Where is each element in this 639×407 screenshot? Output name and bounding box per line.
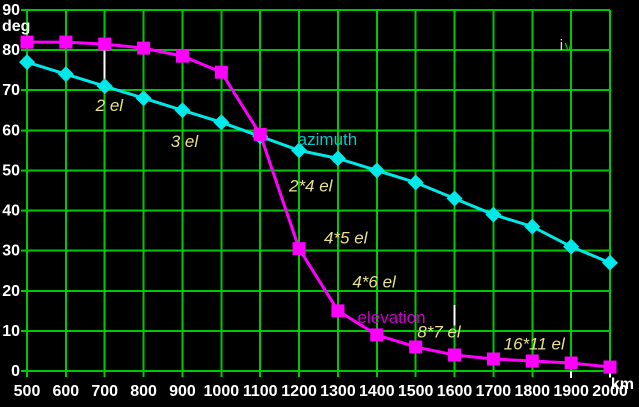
azimuth-data-point — [446, 190, 463, 207]
elevation-data-point — [564, 356, 578, 370]
azimuth-data-point — [291, 142, 308, 159]
elevation-data-point — [214, 65, 228, 79]
y-tick-label: 20 — [2, 283, 20, 300]
annotation-iv-i: i — [560, 37, 563, 54]
elevation-data-point — [448, 348, 462, 362]
x-tick-label: 1400 — [359, 383, 395, 400]
azimuth-series-line — [26, 60, 611, 265]
azimuth-data-point — [135, 90, 152, 107]
elevation-data-point — [486, 352, 500, 366]
annotation-16x11-el: 16*11 el — [504, 335, 566, 354]
annotation-8x7-el: 8*7 el — [417, 323, 462, 342]
azimuth-data-point — [368, 162, 385, 179]
x-tick-label: 2000 — [592, 383, 628, 400]
elevation-data-point — [292, 242, 306, 256]
azimuth-data-point — [563, 238, 580, 255]
y-axis-unit-label: deg — [2, 18, 30, 35]
elevation-data-point — [331, 304, 345, 318]
azimuth-data-point — [96, 78, 113, 95]
azimuth-data-point — [213, 114, 230, 131]
elevation-data-point — [137, 41, 151, 55]
y-tick-label: 50 — [2, 162, 20, 179]
annotation-2-el: 2 el — [95, 96, 125, 115]
x-tick-label: 1700 — [476, 383, 512, 400]
annotation-iv-v: v — [565, 38, 573, 55]
chart-generated-layer: 0 10 20 30 40 50 60 70 80 90 500 600 700 800 900 1000 11… — [2, 2, 628, 400]
x-tick-label: 1500 — [398, 383, 434, 400]
x-tick-label: 1200 — [281, 383, 317, 400]
annotation-4x6-el: 4*6 el — [352, 273, 397, 292]
azimuth-data-point — [407, 174, 424, 191]
elevation-data-point — [59, 35, 73, 49]
elevation-data-point — [603, 360, 617, 374]
annotation-3-el: 3 el — [171, 132, 200, 151]
x-axis-unit-label: km — [611, 376, 634, 393]
elevation-data-point — [20, 35, 34, 49]
elevation-data-point — [409, 340, 423, 354]
y-tick-label: 10 — [2, 323, 20, 340]
x-tick-label: 1000 — [204, 383, 240, 400]
y-tick-label: 30 — [2, 243, 20, 260]
y-tick-label: 40 — [2, 203, 20, 220]
x-tick-label: 1800 — [514, 383, 550, 400]
y-tick-label: 0 — [11, 363, 20, 380]
azimuth-data-point — [329, 150, 346, 167]
elevation-data-point — [370, 328, 384, 342]
elevation-data-point — [525, 354, 539, 368]
elevation-data-point — [98, 37, 112, 51]
x-tick-label: 1100 — [243, 383, 278, 400]
azimuth-data-point — [57, 66, 74, 83]
x-tick-label: 800 — [130, 383, 157, 400]
x-tick-label: 1900 — [553, 383, 589, 400]
elevation-series-line — [27, 40, 611, 369]
azimuth-data-point — [19, 54, 35, 71]
x-tick-label: 600 — [53, 383, 80, 400]
annotation-azimuth: azimuth — [298, 130, 358, 149]
x-tick-label: 900 — [169, 383, 196, 400]
azimuth-data-point — [524, 218, 541, 235]
y-tick-label: 80 — [2, 42, 20, 59]
azimuth-data-point — [485, 206, 502, 223]
x-tick-label: 700 — [91, 383, 118, 400]
azimuth-data-point — [602, 254, 618, 271]
y-tick-label: 70 — [2, 82, 20, 99]
annotation-4x5-el: 4*5 el — [324, 228, 369, 247]
azimuth-data-point — [174, 102, 191, 119]
y-tick-label: 60 — [2, 122, 20, 139]
annotation-elevation: elevation — [358, 308, 426, 327]
y-tick-label: 90 — [2, 2, 20, 19]
x-tick-label: 1300 — [320, 383, 356, 400]
elevation-data-point — [175, 49, 189, 63]
x-tick-label: 1600 — [437, 383, 473, 400]
elevation-data-point — [253, 127, 267, 141]
annotation-2x4-el: 2*4 el — [288, 176, 334, 195]
x-tick-label: 500 — [14, 383, 41, 400]
